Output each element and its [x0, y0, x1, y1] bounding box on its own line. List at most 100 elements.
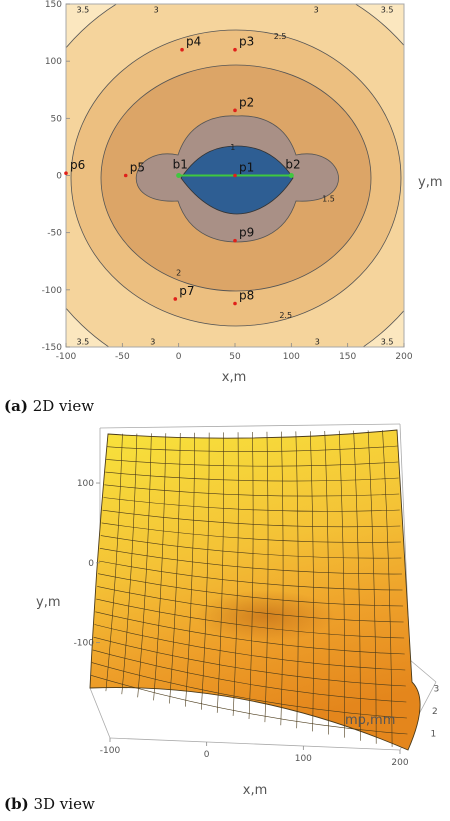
y-tick-label: 100	[45, 57, 62, 67]
grid-line-u	[367, 430, 377, 744]
grid-line-v	[91, 662, 407, 719]
surface	[89, 429, 421, 751]
x-tick-label: 50	[229, 352, 241, 362]
grid-line-v	[94, 624, 406, 671]
grid-line-v	[104, 484, 400, 497]
caption-a-tag: (a)	[4, 397, 28, 415]
contour-label: 2.5	[274, 32, 287, 41]
surface-z-tick-label: 1	[430, 729, 436, 739]
y-tick-label: -100	[42, 286, 63, 296]
contour-label: 3.5	[381, 6, 394, 15]
grid-line-v	[95, 611, 405, 655]
x-ticks: -100 -50 0 50 100 150 200	[56, 343, 413, 362]
point-label-p5: p5	[130, 161, 145, 175]
grid-line-v	[96, 598, 405, 639]
contour-labels: 3.5 3 3 3.5 2.5 1 1.5 2 2.5 3.5 3 3 3.5	[77, 6, 394, 347]
contour-label: 1	[230, 143, 235, 152]
y-ticks: -150 -100 -50 0 50 100 150	[42, 0, 70, 353]
caption-a-text: 2D view	[32, 397, 95, 415]
surface-grid	[90, 430, 408, 747]
point-p6	[64, 171, 68, 176]
grid-line-v	[100, 535, 402, 559]
baseline-point-b1	[176, 173, 182, 178]
y-axis-label: y,m	[418, 175, 443, 190]
grid-line-v	[105, 471, 399, 482]
point-p5	[123, 173, 128, 178]
point-label-p9: p9	[239, 226, 254, 240]
surface-x-tick-label: 0	[204, 750, 210, 760]
y-tick-label: 0	[56, 172, 62, 182]
grid-line-u	[324, 430, 330, 735]
contour-label: 1.5	[322, 194, 335, 203]
point-label-p7: p7	[179, 284, 194, 298]
surface-z-tick-label: 2	[432, 707, 438, 717]
grid-line-u	[105, 433, 123, 692]
contour-label: 2	[176, 269, 181, 278]
x-tick-label: -100	[56, 352, 77, 362]
point-p1	[233, 173, 237, 178]
grid-line-v	[92, 649, 407, 703]
caption-b: (b) 3D view	[4, 795, 95, 813]
grid-line-u	[137, 433, 152, 698]
contour-chart: -100 -50 0 50 100 150 200 -150-100-50050100150…	[42, 0, 443, 385]
y-tick-label: 50	[51, 114, 63, 124]
point-p3	[233, 47, 237, 52]
contour-label: 2.5	[279, 311, 292, 320]
surface-y-tick-label: 100	[77, 479, 94, 489]
grid-line-v	[99, 548, 402, 575]
x-tick-label: 0	[176, 352, 182, 362]
caption-b-text: 3D view	[33, 795, 95, 813]
point-p4	[180, 47, 184, 52]
contour-label: 3	[150, 337, 155, 346]
grid-line-v	[107, 445, 398, 452]
contour-label: 3.5	[77, 337, 90, 346]
caption-a: (a) 2D view	[4, 397, 94, 415]
x-tick-label: 200	[395, 352, 412, 362]
surface-x-tick-label: 100	[295, 754, 312, 764]
grid-line-v	[102, 509, 401, 528]
grid-line-v	[103, 497, 400, 512]
grid-line-u	[338, 430, 345, 738]
grid-line-v	[90, 675, 408, 735]
point-label-p4: p4	[186, 35, 201, 49]
point-markers: p1 p2 p3 p4 p5 p6 p7 p8 p9 b1 b2	[64, 35, 301, 306]
contour-band-1	[180, 145, 294, 215]
point-label-p3: p3	[239, 35, 254, 49]
point-label-p1: p1	[239, 161, 254, 175]
grid-line-u	[153, 433, 167, 701]
point-p9	[233, 238, 237, 243]
point-p7	[173, 297, 178, 301]
surface-ticks: -100 0 100 200 100 0 -100 1 2 3	[74, 479, 440, 768]
grid-line-u	[169, 432, 181, 704]
contour-label: 3	[315, 337, 320, 346]
grid-line-v	[97, 586, 404, 623]
surface-y-tick-label: -100	[74, 639, 95, 649]
contour-label: 3.5	[381, 337, 394, 346]
point-p8	[233, 301, 237, 306]
surface-z-tick-label: 3	[434, 685, 440, 695]
point-p2	[233, 108, 237, 113]
caption-b-tag: (b)	[4, 795, 29, 813]
baseline-point-b2	[288, 173, 294, 178]
point-label-p6: p6	[70, 158, 85, 172]
x-axis-label: x,m	[222, 370, 247, 385]
point-label-p8: p8	[239, 289, 254, 303]
x-tick-label: -50	[115, 352, 130, 362]
grid-line-u	[264, 431, 269, 723]
baseline-label-b2: b2	[285, 158, 300, 172]
x-tick-label: 100	[283, 352, 300, 362]
point-label-p2: p2	[239, 95, 254, 109]
surface-x-tick-label: -100	[100, 746, 121, 756]
contour-label: 3.5	[77, 6, 90, 15]
x-tick-label: 150	[339, 352, 356, 362]
grid-line-u	[353, 430, 361, 741]
grid-line-u	[121, 433, 138, 695]
grid-line-v	[93, 636, 406, 687]
surface-y-tick-label: 0	[88, 559, 94, 569]
surface-z-label: mp,mm	[345, 713, 395, 728]
surface-y-label: y,m	[36, 595, 61, 610]
grid-line-u	[201, 432, 210, 710]
y-tick-label: 150	[45, 0, 62, 10]
contour-label: 3	[314, 6, 319, 15]
contour-label: 3	[154, 6, 159, 15]
